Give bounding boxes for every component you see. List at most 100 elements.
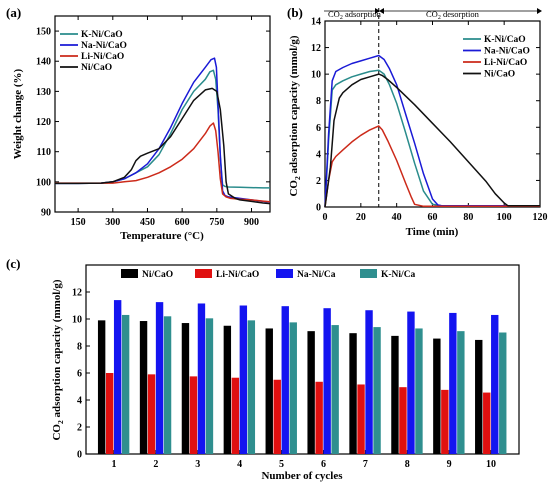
- x-tick-label: 4: [237, 459, 242, 470]
- bar-k-ni-ca-cycle-4: [247, 320, 256, 454]
- legend-label: Li-Ni/CaO: [484, 58, 527, 68]
- bar-li-ni-cao-cycle-4: [231, 377, 240, 454]
- x-tick-label: 300: [105, 217, 120, 228]
- legend-label: Ni/CaO: [142, 270, 173, 280]
- x-tick-label: 5: [279, 459, 284, 470]
- bar-na-ni-ca-cycle-9: [449, 312, 457, 454]
- y-tick-label: 4: [77, 396, 82, 407]
- y-tick-label: 6: [316, 123, 321, 134]
- y-tick-label: 4: [316, 149, 321, 160]
- x-tick-label: 450: [140, 217, 155, 228]
- bar-k-ni-ca-cycle-2: [163, 316, 172, 454]
- y-tick-label: 2: [77, 423, 82, 434]
- y-tick-label: 12: [72, 288, 82, 299]
- bar-li-ni-cao-cycle-10: [483, 392, 491, 454]
- x-tick-label: 6: [321, 459, 326, 470]
- bar-li-ni-cao-cycle-2: [147, 374, 156, 454]
- panel-b-ylabel-sub: 2: [293, 176, 302, 180]
- bar-ni-cao-cycle-8: [391, 335, 399, 454]
- panel-c-ylabel-co: CO: [51, 424, 63, 441]
- x-tick-label: 9: [447, 459, 452, 470]
- panel-c-chart: (c) Number of cycles CO2 adsorption capa…: [6, 256, 520, 482]
- y-tick-label: 110: [37, 147, 51, 158]
- legend-label: K-Ni/CaO: [484, 35, 526, 45]
- bar-k-ni-ca-cycle-6: [331, 325, 339, 454]
- y-tick-label: 0: [316, 203, 321, 214]
- y-tick-label: 0: [77, 450, 82, 461]
- bar-ni-cao-cycle-5: [265, 328, 273, 454]
- panel-b-phase-arrows: [324, 8, 542, 14]
- y-tick-label: 150: [36, 27, 51, 38]
- legend-label: Na-Ni/CaO: [81, 41, 127, 51]
- legend-swatch: [121, 269, 138, 278]
- legend-label: K-Ni/CaO: [81, 30, 123, 40]
- panel-a-chart: (a) Temperature (°C) Weight change (%) 1…: [6, 5, 271, 242]
- y-tick-label: 120: [36, 117, 51, 128]
- x-tick-label: 60: [428, 212, 438, 223]
- panel-c-ylabel-rest: adsorption capacity (mmol/g): [51, 279, 63, 420]
- bar-na-ni-ca-cycle-10: [491, 314, 499, 454]
- series-line-li-ni-cao: [324, 125, 540, 208]
- bar-k-ni-ca-cycle-8: [415, 328, 423, 454]
- y-tick-label: 10: [72, 315, 82, 326]
- legend-label: K-Ni/Ca: [381, 270, 416, 280]
- panel-b-annotation-adsorption: CO2 adsorption: [328, 9, 382, 21]
- y-tick-label: 140: [36, 57, 51, 68]
- bar-na-ni-ca-cycle-4: [239, 305, 248, 454]
- y-tick-label: 100: [36, 177, 51, 188]
- series-line-na-ni-cao: [55, 57, 271, 203]
- legend-label: Li-Ni/CaO: [81, 52, 124, 62]
- bar-li-ni-cao-cycle-7: [357, 384, 365, 454]
- legend-swatch: [360, 269, 377, 278]
- panel-b-chart: (b) Time (min) CO2 adsorption capacity (…: [287, 5, 548, 238]
- bar-li-ni-cao-cycle-1: [105, 373, 114, 454]
- bar-li-ni-cao-cycle-9: [441, 389, 449, 454]
- panel-b-annotation-desorption: CO2 desorption: [426, 9, 480, 21]
- x-tick-label: 0: [323, 212, 328, 223]
- x-tick-label: 600: [175, 217, 190, 228]
- bar-k-ni-ca-cycle-9: [457, 331, 465, 454]
- y-tick-label: 12: [311, 43, 321, 54]
- bar-ni-cao-cycle-4: [223, 325, 232, 454]
- y-tick-label: 8: [77, 342, 82, 353]
- y-tick-label: 2: [316, 176, 321, 187]
- panel-b-ylabel-rest: adsorption capacity (mmol/g): [288, 35, 300, 176]
- y-tick-label: 130: [36, 87, 51, 98]
- bar-li-ni-cao-cycle-3: [189, 376, 198, 454]
- bar-li-ni-cao-cycle-8: [399, 387, 407, 454]
- y-tick-label: 90: [41, 208, 51, 219]
- x-tick-label: 100: [497, 212, 512, 223]
- legend-label: Li-Ni/CaO: [216, 270, 259, 280]
- bar-k-ni-ca-cycle-10: [499, 332, 507, 454]
- bar-ni-cao-cycle-10: [475, 339, 483, 454]
- panel-b-xlabel: Time (min): [406, 226, 459, 238]
- y-tick-label: 8: [316, 96, 321, 107]
- bar-na-ni-ca-cycle-3: [197, 303, 206, 454]
- series-line-ni-cao: [324, 73, 540, 208]
- bar-k-ni-ca-cycle-7: [373, 327, 381, 454]
- legend-label: Na-Ni/CaO: [484, 47, 530, 57]
- x-tick-label: 900: [244, 217, 259, 228]
- panel-a-frame: [54, 15, 271, 213]
- x-tick-label: 1: [111, 459, 116, 470]
- y-tick-label: 6: [77, 369, 82, 380]
- bar-li-ni-cao-cycle-6: [315, 381, 323, 454]
- x-tick-label: 2: [153, 459, 158, 470]
- bar-na-ni-ca-cycle-6: [323, 308, 331, 454]
- panel-a-label: (a): [6, 5, 21, 20]
- panel-a-xlabel: Temperature (°C): [120, 230, 204, 242]
- panel-b-ylabel: CO2 adsorption capacity (mmol/g): [288, 35, 302, 196]
- panel-c-xlabel: Number of cycles: [261, 470, 343, 482]
- panel-c-frame: [85, 264, 520, 455]
- bar-na-ni-ca-cycle-8: [407, 311, 415, 454]
- x-tick-label: 20: [356, 212, 366, 223]
- panel-c-label: (c): [6, 256, 20, 271]
- panel-b-label: (b): [287, 5, 303, 20]
- x-tick-label: 40: [392, 212, 402, 223]
- legend-label: Ni/CaO: [81, 63, 112, 73]
- panel-c-ylabel: CO2 adsorption capacity (mmol/g): [51, 279, 65, 440]
- bar-na-ni-ca-cycle-1: [113, 300, 122, 454]
- x-tick-label: 10: [486, 459, 496, 470]
- bar-ni-cao-cycle-3: [181, 323, 190, 454]
